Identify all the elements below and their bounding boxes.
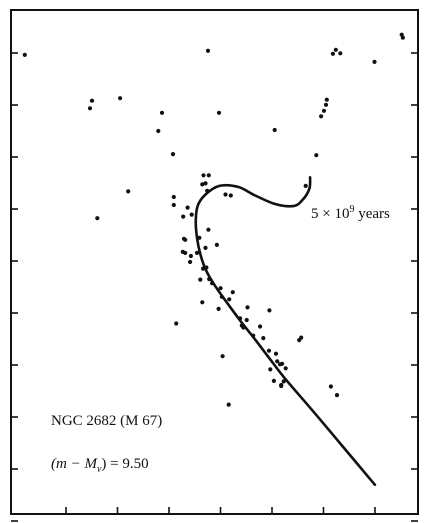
star-point	[328, 384, 333, 389]
star-point	[261, 336, 266, 341]
star-point	[280, 361, 285, 366]
star-point	[206, 227, 211, 232]
star-point	[268, 367, 273, 372]
star-point	[95, 216, 100, 221]
star-point	[228, 193, 233, 198]
star-point	[220, 354, 225, 359]
star-point	[189, 212, 194, 217]
star-point	[89, 98, 95, 103]
star-point	[183, 250, 188, 255]
star-point	[203, 245, 208, 250]
distance-modulus-value: ) = 9.50	[101, 456, 148, 472]
star-point	[188, 259, 193, 265]
star-point	[245, 305, 250, 310]
star-point	[200, 300, 205, 305]
isochrone-curve	[194, 176, 377, 487]
star-point	[203, 181, 208, 186]
star-points	[22, 32, 405, 407]
plot-frame	[10, 9, 419, 515]
star-point	[333, 47, 338, 52]
star-point	[334, 393, 340, 398]
star-point	[126, 189, 131, 194]
distance-modulus-subscript: v	[97, 464, 102, 475]
star-point	[266, 348, 272, 353]
star-point	[156, 128, 161, 134]
star-point	[258, 324, 263, 329]
star-point	[303, 183, 308, 188]
star-point	[281, 379, 286, 384]
star-point	[372, 59, 377, 64]
star-point	[87, 106, 93, 111]
star-point	[400, 35, 405, 40]
star-point	[230, 290, 235, 295]
star-point	[194, 250, 200, 255]
distance-modulus-label: (m − Mv) = 9.50	[51, 456, 149, 475]
star-point	[267, 308, 272, 313]
star-point	[227, 297, 232, 302]
star-point	[170, 152, 176, 157]
star-point	[324, 97, 329, 102]
axis-ticks	[11, 52, 418, 522]
star-point	[174, 321, 179, 326]
star-point	[275, 359, 280, 364]
star-point	[218, 286, 223, 291]
isochrone-unit: years	[354, 206, 390, 222]
star-point	[185, 205, 190, 210]
star-point	[200, 182, 205, 187]
star-point	[216, 110, 222, 115]
star-point	[171, 194, 176, 200]
star-point	[198, 277, 203, 282]
star-point	[283, 366, 288, 371]
star-point	[299, 335, 304, 340]
star-point	[181, 236, 187, 241]
star-point	[216, 306, 221, 311]
star-point	[279, 382, 284, 388]
star-point	[319, 114, 324, 119]
star-point	[321, 108, 327, 113]
cluster-title: NGC 2682 (M 67)	[51, 413, 162, 429]
star-point	[223, 192, 228, 197]
star-point	[273, 351, 279, 356]
star-point	[244, 317, 249, 323]
star-point	[323, 102, 329, 107]
star-point	[214, 242, 219, 247]
star-point	[271, 378, 276, 383]
star-point	[206, 173, 211, 178]
star-point	[226, 402, 231, 407]
star-point	[159, 110, 165, 115]
star-point	[330, 51, 335, 56]
star-point	[188, 253, 193, 259]
isochrone-label: 5 × 109 years	[311, 204, 390, 222]
star-point	[181, 214, 186, 219]
isochrone-exponent: 9	[349, 204, 354, 215]
star-point	[201, 173, 206, 178]
star-point	[22, 52, 27, 58]
star-point	[338, 51, 343, 56]
star-point	[272, 127, 277, 133]
star-point	[314, 153, 319, 158]
star-point	[205, 48, 211, 53]
star-point	[118, 96, 123, 101]
star-point	[171, 202, 176, 208]
